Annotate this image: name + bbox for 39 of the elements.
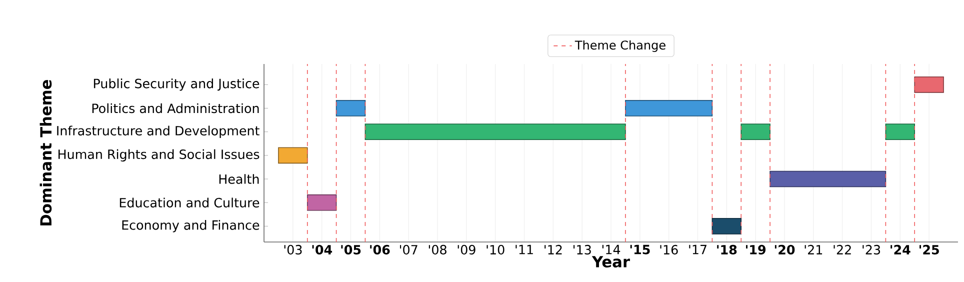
bar bbox=[770, 170, 886, 188]
x-tick-label: '11 bbox=[516, 244, 533, 254]
x-tick-label: '22 bbox=[834, 244, 851, 254]
y-tick-label: Infrastructure and Development bbox=[57, 126, 260, 138]
x-tick-label: '14 bbox=[602, 244, 620, 254]
x-tick-label: '10 bbox=[486, 244, 504, 255]
y-tick-label: Human Rights and Social Issues bbox=[58, 149, 260, 162]
x-tick-label: '04 bbox=[312, 244, 332, 255]
y-tick-label: Economy and Finance bbox=[122, 220, 260, 232]
x-tick-label: '21 bbox=[804, 244, 822, 254]
x-tick-label: '20 bbox=[774, 244, 795, 255]
x-tick-label: '09 bbox=[458, 244, 476, 255]
legend-label: Theme Change bbox=[574, 40, 666, 52]
x-tick-label: '13 bbox=[573, 244, 591, 255]
x-tick-label: '15 bbox=[630, 244, 650, 254]
bar bbox=[278, 147, 308, 164]
x-tick-label: '24 bbox=[890, 244, 910, 254]
x-tick-label: '08 bbox=[428, 244, 446, 255]
x-tick-label: '06 bbox=[370, 244, 390, 255]
bar bbox=[885, 124, 916, 140]
y-tick-label: Education and Culture bbox=[120, 198, 260, 208]
x-tick-label: '05 bbox=[341, 244, 361, 255]
x-tick-label: '25 bbox=[920, 244, 939, 255]
y-tick-label: Health bbox=[219, 174, 259, 184]
x-tick-label: '16 bbox=[660, 244, 678, 255]
x-tick-label: '03 bbox=[284, 244, 302, 255]
x-tick-label: '17 bbox=[689, 244, 706, 254]
y-tick-label: Public Security and Justice bbox=[94, 78, 260, 91]
x-tick-label: '07 bbox=[400, 244, 418, 255]
x-tick-label: '12 bbox=[544, 244, 562, 254]
x-tick-label: '18 bbox=[717, 244, 737, 255]
bar bbox=[712, 218, 742, 234]
x-tick-label: '19 bbox=[746, 244, 766, 254]
bar bbox=[306, 194, 337, 211]
x-tick-label: '23 bbox=[862, 244, 880, 255]
bar bbox=[914, 76, 944, 93]
y-axis-title: Dominant Theme bbox=[40, 80, 52, 226]
y-tick-label: Politics and Administration bbox=[92, 103, 259, 114]
x-axis-title: Year bbox=[592, 256, 630, 268]
